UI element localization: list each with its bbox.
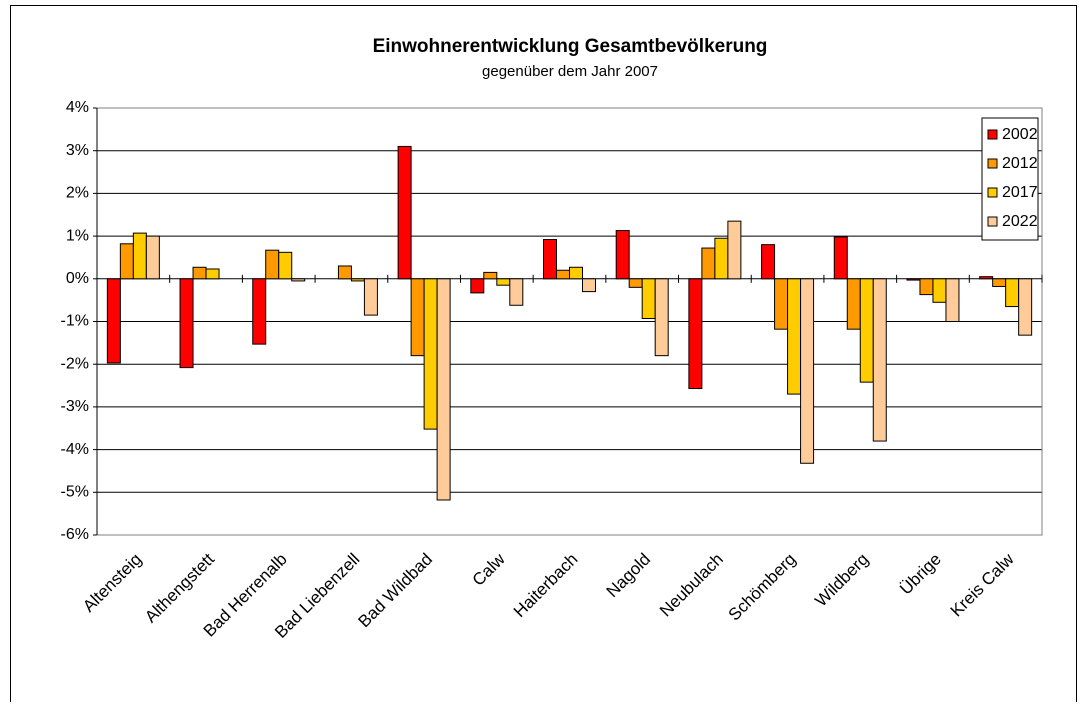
bar (291, 278, 306, 282)
bar (727, 220, 742, 280)
bar (543, 239, 557, 280)
bar (145, 235, 160, 280)
bar (872, 278, 887, 442)
bar (859, 278, 874, 383)
legend-label: 2012 (1002, 155, 1038, 172)
bar (363, 278, 378, 316)
bar (654, 278, 669, 357)
legend-label: 2002 (1002, 126, 1038, 143)
bar (119, 243, 134, 280)
bar (132, 232, 147, 280)
y-tick-label: 4% (66, 99, 89, 116)
y-tick-label: 0% (66, 270, 89, 287)
bar (569, 266, 583, 280)
bar (906, 278, 921, 281)
bar (761, 244, 776, 280)
bar (470, 278, 485, 294)
bar (509, 278, 524, 306)
bar (179, 278, 194, 369)
bar (641, 278, 656, 320)
bar (932, 278, 947, 303)
bar (628, 278, 643, 288)
bar (1005, 278, 1020, 308)
legend-label: 2017 (1002, 184, 1038, 201)
bar (833, 236, 848, 280)
bar (350, 278, 365, 282)
legend-swatch (987, 129, 998, 140)
bar (787, 278, 802, 395)
chart-title: Einwohnerentwicklung Gesamtbevölkerung (373, 36, 768, 57)
y-tick-label: 2% (66, 185, 89, 202)
bar (992, 278, 1007, 287)
bar (714, 237, 729, 280)
bar (919, 278, 934, 296)
bar (846, 278, 861, 330)
legend-swatch (987, 187, 998, 198)
bar (397, 145, 412, 280)
bar (483, 271, 498, 280)
y-tick-label: 3% (66, 142, 89, 159)
bar (436, 278, 451, 501)
bar (701, 247, 716, 280)
chart-subtitle: gegenüber dem Jahr 2007 (482, 63, 658, 80)
y-tick-label: -6% (61, 526, 89, 543)
legend-label: 2022 (1002, 213, 1038, 230)
bar (945, 278, 960, 322)
y-tick-label: -2% (61, 355, 89, 372)
bar (410, 278, 425, 357)
bar (582, 278, 596, 293)
bar (556, 269, 570, 280)
bar (1018, 278, 1033, 336)
bar (688, 278, 703, 390)
bar (774, 278, 789, 330)
bar (423, 278, 438, 430)
bar (800, 278, 815, 464)
bar (979, 276, 994, 280)
legend-swatch (987, 158, 998, 169)
bar (615, 230, 630, 280)
bar (205, 268, 220, 280)
y-tick-label: -5% (61, 484, 89, 501)
bar (265, 249, 280, 280)
bar (337, 265, 352, 280)
bar (106, 278, 121, 364)
bar (192, 266, 207, 280)
y-tick-label: -1% (61, 313, 89, 330)
y-tick-label: -3% (61, 398, 89, 415)
bar (278, 251, 293, 280)
legend-swatch (987, 216, 998, 227)
bar (252, 278, 267, 345)
bar (496, 278, 511, 286)
y-tick-label: 1% (66, 227, 89, 244)
y-tick-label: -4% (61, 441, 89, 458)
